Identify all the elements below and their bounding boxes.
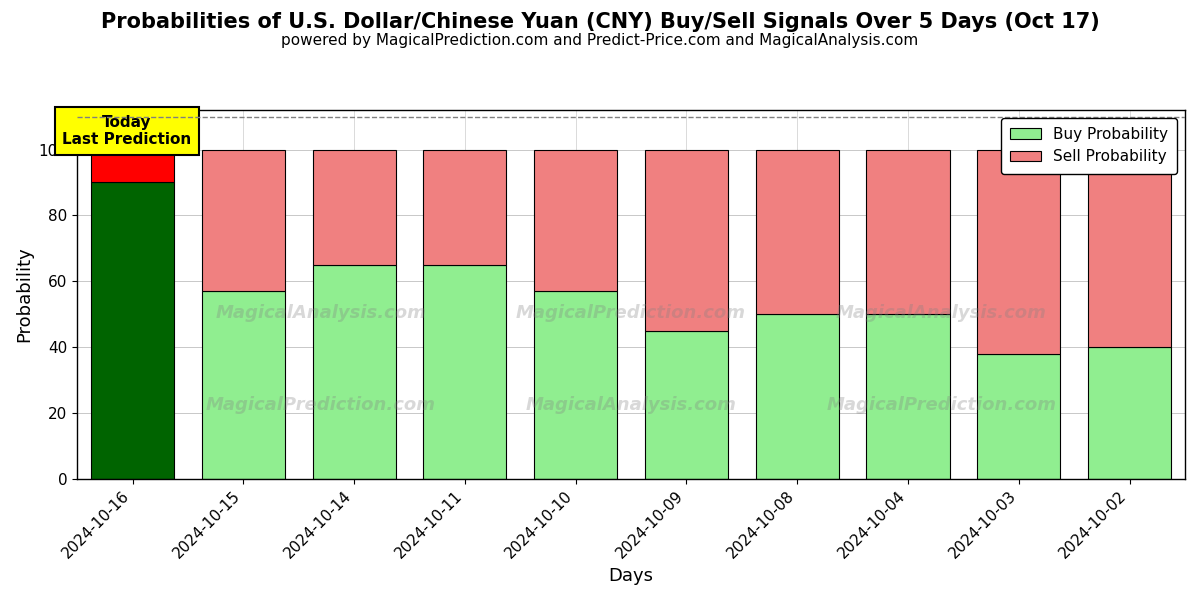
Bar — [91, 182, 174, 479]
Bar — [534, 291, 617, 479]
Bar — [977, 353, 1061, 479]
Text: Probabilities of U.S. Dollar/Chinese Yuan (CNY) Buy/Sell Signals Over 5 Days (Oc: Probabilities of U.S. Dollar/Chinese Yua… — [101, 12, 1099, 32]
Bar — [866, 314, 949, 479]
Bar — [534, 149, 617, 291]
Bar — [424, 265, 506, 479]
Text: MagicalPrediction.com: MagicalPrediction.com — [827, 396, 1056, 414]
Bar — [644, 149, 728, 331]
Y-axis label: Probability: Probability — [14, 247, 32, 342]
Bar — [91, 149, 174, 182]
Text: MagicalAnalysis.com: MagicalAnalysis.com — [526, 396, 737, 414]
Bar — [1088, 347, 1171, 479]
Text: powered by MagicalPrediction.com and Predict-Price.com and MagicalAnalysis.com: powered by MagicalPrediction.com and Pre… — [281, 33, 919, 48]
Bar — [312, 149, 396, 265]
X-axis label: Days: Days — [608, 567, 654, 585]
Bar — [202, 291, 284, 479]
Bar — [756, 149, 839, 314]
Text: MagicalAnalysis.com: MagicalAnalysis.com — [836, 304, 1046, 322]
Bar — [202, 149, 284, 291]
Text: MagicalAnalysis.com: MagicalAnalysis.com — [216, 304, 426, 322]
Bar — [866, 149, 949, 314]
Bar — [756, 314, 839, 479]
Legend: Buy Probability, Sell Probability: Buy Probability, Sell Probability — [1001, 118, 1177, 173]
Bar — [644, 331, 728, 479]
Bar — [1088, 149, 1171, 347]
Text: MagicalPrediction.com: MagicalPrediction.com — [206, 396, 436, 414]
Text: Today
Last Prediction: Today Last Prediction — [62, 115, 192, 148]
Text: MagicalPrediction.com: MagicalPrediction.com — [516, 304, 746, 322]
Bar — [424, 149, 506, 265]
Bar — [977, 149, 1061, 353]
Bar — [312, 265, 396, 479]
